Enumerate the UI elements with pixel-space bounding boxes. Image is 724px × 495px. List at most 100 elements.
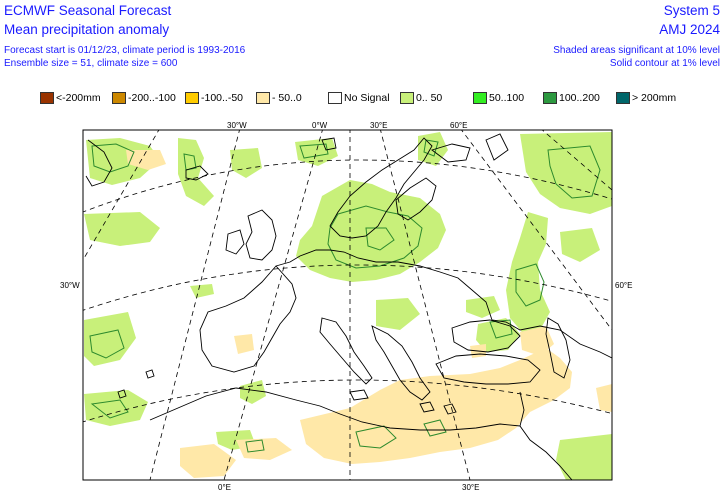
legend-item: 50..100 bbox=[473, 92, 524, 104]
longitude-line bbox=[380, 130, 471, 480]
contour bbox=[327, 205, 423, 269]
coastline-britain bbox=[245, 209, 277, 261]
wet-area bbox=[84, 312, 136, 366]
contour bbox=[489, 319, 513, 339]
legend-label: 100..200 bbox=[559, 92, 600, 104]
legend-item: -100..-50 bbox=[185, 92, 243, 104]
lon-label-top-0: 0°W bbox=[312, 121, 328, 130]
chart-subtitle: Mean precipitation anomaly bbox=[4, 22, 170, 37]
legend-item: No Signal bbox=[328, 92, 390, 104]
legend-item: <-200mm bbox=[40, 92, 101, 104]
wet-area bbox=[86, 138, 160, 185]
coastline-islands bbox=[419, 401, 435, 413]
coastline-kola bbox=[431, 143, 471, 163]
coastline-iceland bbox=[185, 165, 209, 181]
dry-area bbox=[180, 444, 236, 478]
lon-label-top-30w: 30°W bbox=[227, 121, 247, 130]
legend-item: -200..-100 bbox=[112, 92, 176, 104]
legend-label: 50..100 bbox=[489, 92, 525, 104]
legend-label: 0.. 50 bbox=[416, 92, 443, 104]
wet-anomaly-areas bbox=[84, 132, 612, 480]
legend-swatch bbox=[185, 92, 199, 104]
legend: <-200mm -200..-100 -100..-50 - 50..0 No … bbox=[40, 92, 720, 108]
lon-label-top-30e: 30°E bbox=[370, 121, 387, 130]
wet-area bbox=[240, 380, 266, 404]
wet-area bbox=[376, 298, 420, 330]
map-area bbox=[83, 130, 612, 480]
coastline-islands bbox=[443, 403, 457, 415]
legend-swatch bbox=[616, 92, 630, 104]
ensemble-info: Ensemble size = 51, climate size = 600 bbox=[4, 58, 178, 69]
contour-lines bbox=[89, 139, 601, 453]
coastline-sicily bbox=[349, 389, 369, 401]
coastline-continent bbox=[275, 249, 612, 359]
coastline-iberia bbox=[199, 265, 297, 373]
legend-swatch bbox=[400, 92, 414, 104]
legend-item: - 50..0 bbox=[256, 92, 302, 104]
contour bbox=[515, 263, 545, 307]
system-label: System 5 bbox=[663, 3, 720, 18]
wet-area bbox=[295, 138, 338, 166]
wet-area bbox=[84, 390, 148, 426]
contour bbox=[365, 227, 395, 251]
longitude-line bbox=[541, 130, 612, 191]
coastline-scandinavia bbox=[329, 137, 433, 239]
legend-item: > 200mm bbox=[616, 92, 676, 104]
legend-label: -200..-100 bbox=[128, 92, 176, 104]
dry-anomaly-areas bbox=[126, 150, 612, 478]
lat-label-right-60e: 60°E bbox=[615, 281, 632, 290]
dry-area bbox=[520, 326, 554, 356]
coastline-novaya-zemlya bbox=[485, 133, 509, 161]
significance-note: Shaded areas significant at 10% level bbox=[553, 45, 720, 56]
longitude-line bbox=[149, 130, 240, 480]
coastline-caspian bbox=[545, 317, 571, 379]
coastline-islands bbox=[145, 369, 155, 379]
legend-swatch bbox=[543, 92, 557, 104]
coastline-levant bbox=[519, 391, 573, 480]
legend-label: <-200mm bbox=[56, 92, 101, 104]
legend-label: -100..-50 bbox=[201, 92, 244, 104]
dry-area bbox=[126, 150, 166, 170]
contour bbox=[355, 425, 397, 449]
legend-label: - 50..0 bbox=[272, 92, 302, 104]
coastline-balkans bbox=[371, 325, 431, 401]
contour bbox=[423, 139, 439, 157]
contour-note: Solid contour at 1% level bbox=[609, 58, 720, 69]
wet-area bbox=[190, 284, 214, 298]
coastline-turkey bbox=[435, 353, 541, 385]
graticule bbox=[83, 130, 612, 480]
longitude-line bbox=[223, 130, 323, 480]
legend-swatch bbox=[256, 92, 270, 104]
lon-label-bottom-0: 0°E bbox=[218, 483, 231, 492]
legend-swatch bbox=[473, 92, 487, 104]
latitude-line bbox=[83, 379, 612, 423]
coastline-black-sea bbox=[451, 319, 521, 353]
dry-area bbox=[300, 348, 572, 464]
wet-area bbox=[296, 180, 446, 282]
wet-area bbox=[466, 296, 500, 318]
contour bbox=[423, 419, 447, 437]
contour bbox=[91, 143, 135, 173]
contour bbox=[245, 439, 265, 453]
legend-swatch bbox=[40, 92, 54, 104]
coastline-ireland bbox=[225, 229, 245, 255]
wet-area bbox=[84, 212, 160, 246]
coastline-islands bbox=[117, 389, 127, 399]
latitude-line bbox=[83, 264, 612, 311]
wet-area bbox=[230, 148, 262, 178]
coastlines bbox=[85, 133, 612, 480]
legend-label: No Signal bbox=[344, 92, 390, 104]
map-frame bbox=[82, 129, 613, 481]
wet-area bbox=[178, 138, 214, 206]
wet-area bbox=[506, 212, 550, 332]
contour bbox=[299, 143, 329, 159]
contour bbox=[90, 399, 129, 419]
contour bbox=[183, 153, 197, 171]
lon-label-top-60e: 60°E bbox=[450, 121, 467, 130]
wet-area bbox=[418, 132, 448, 166]
lon-label-bottom-30e: 30°E bbox=[462, 483, 479, 492]
dry-area bbox=[596, 384, 612, 412]
legend-item: 100..200 bbox=[543, 92, 600, 104]
wet-area bbox=[560, 228, 600, 262]
